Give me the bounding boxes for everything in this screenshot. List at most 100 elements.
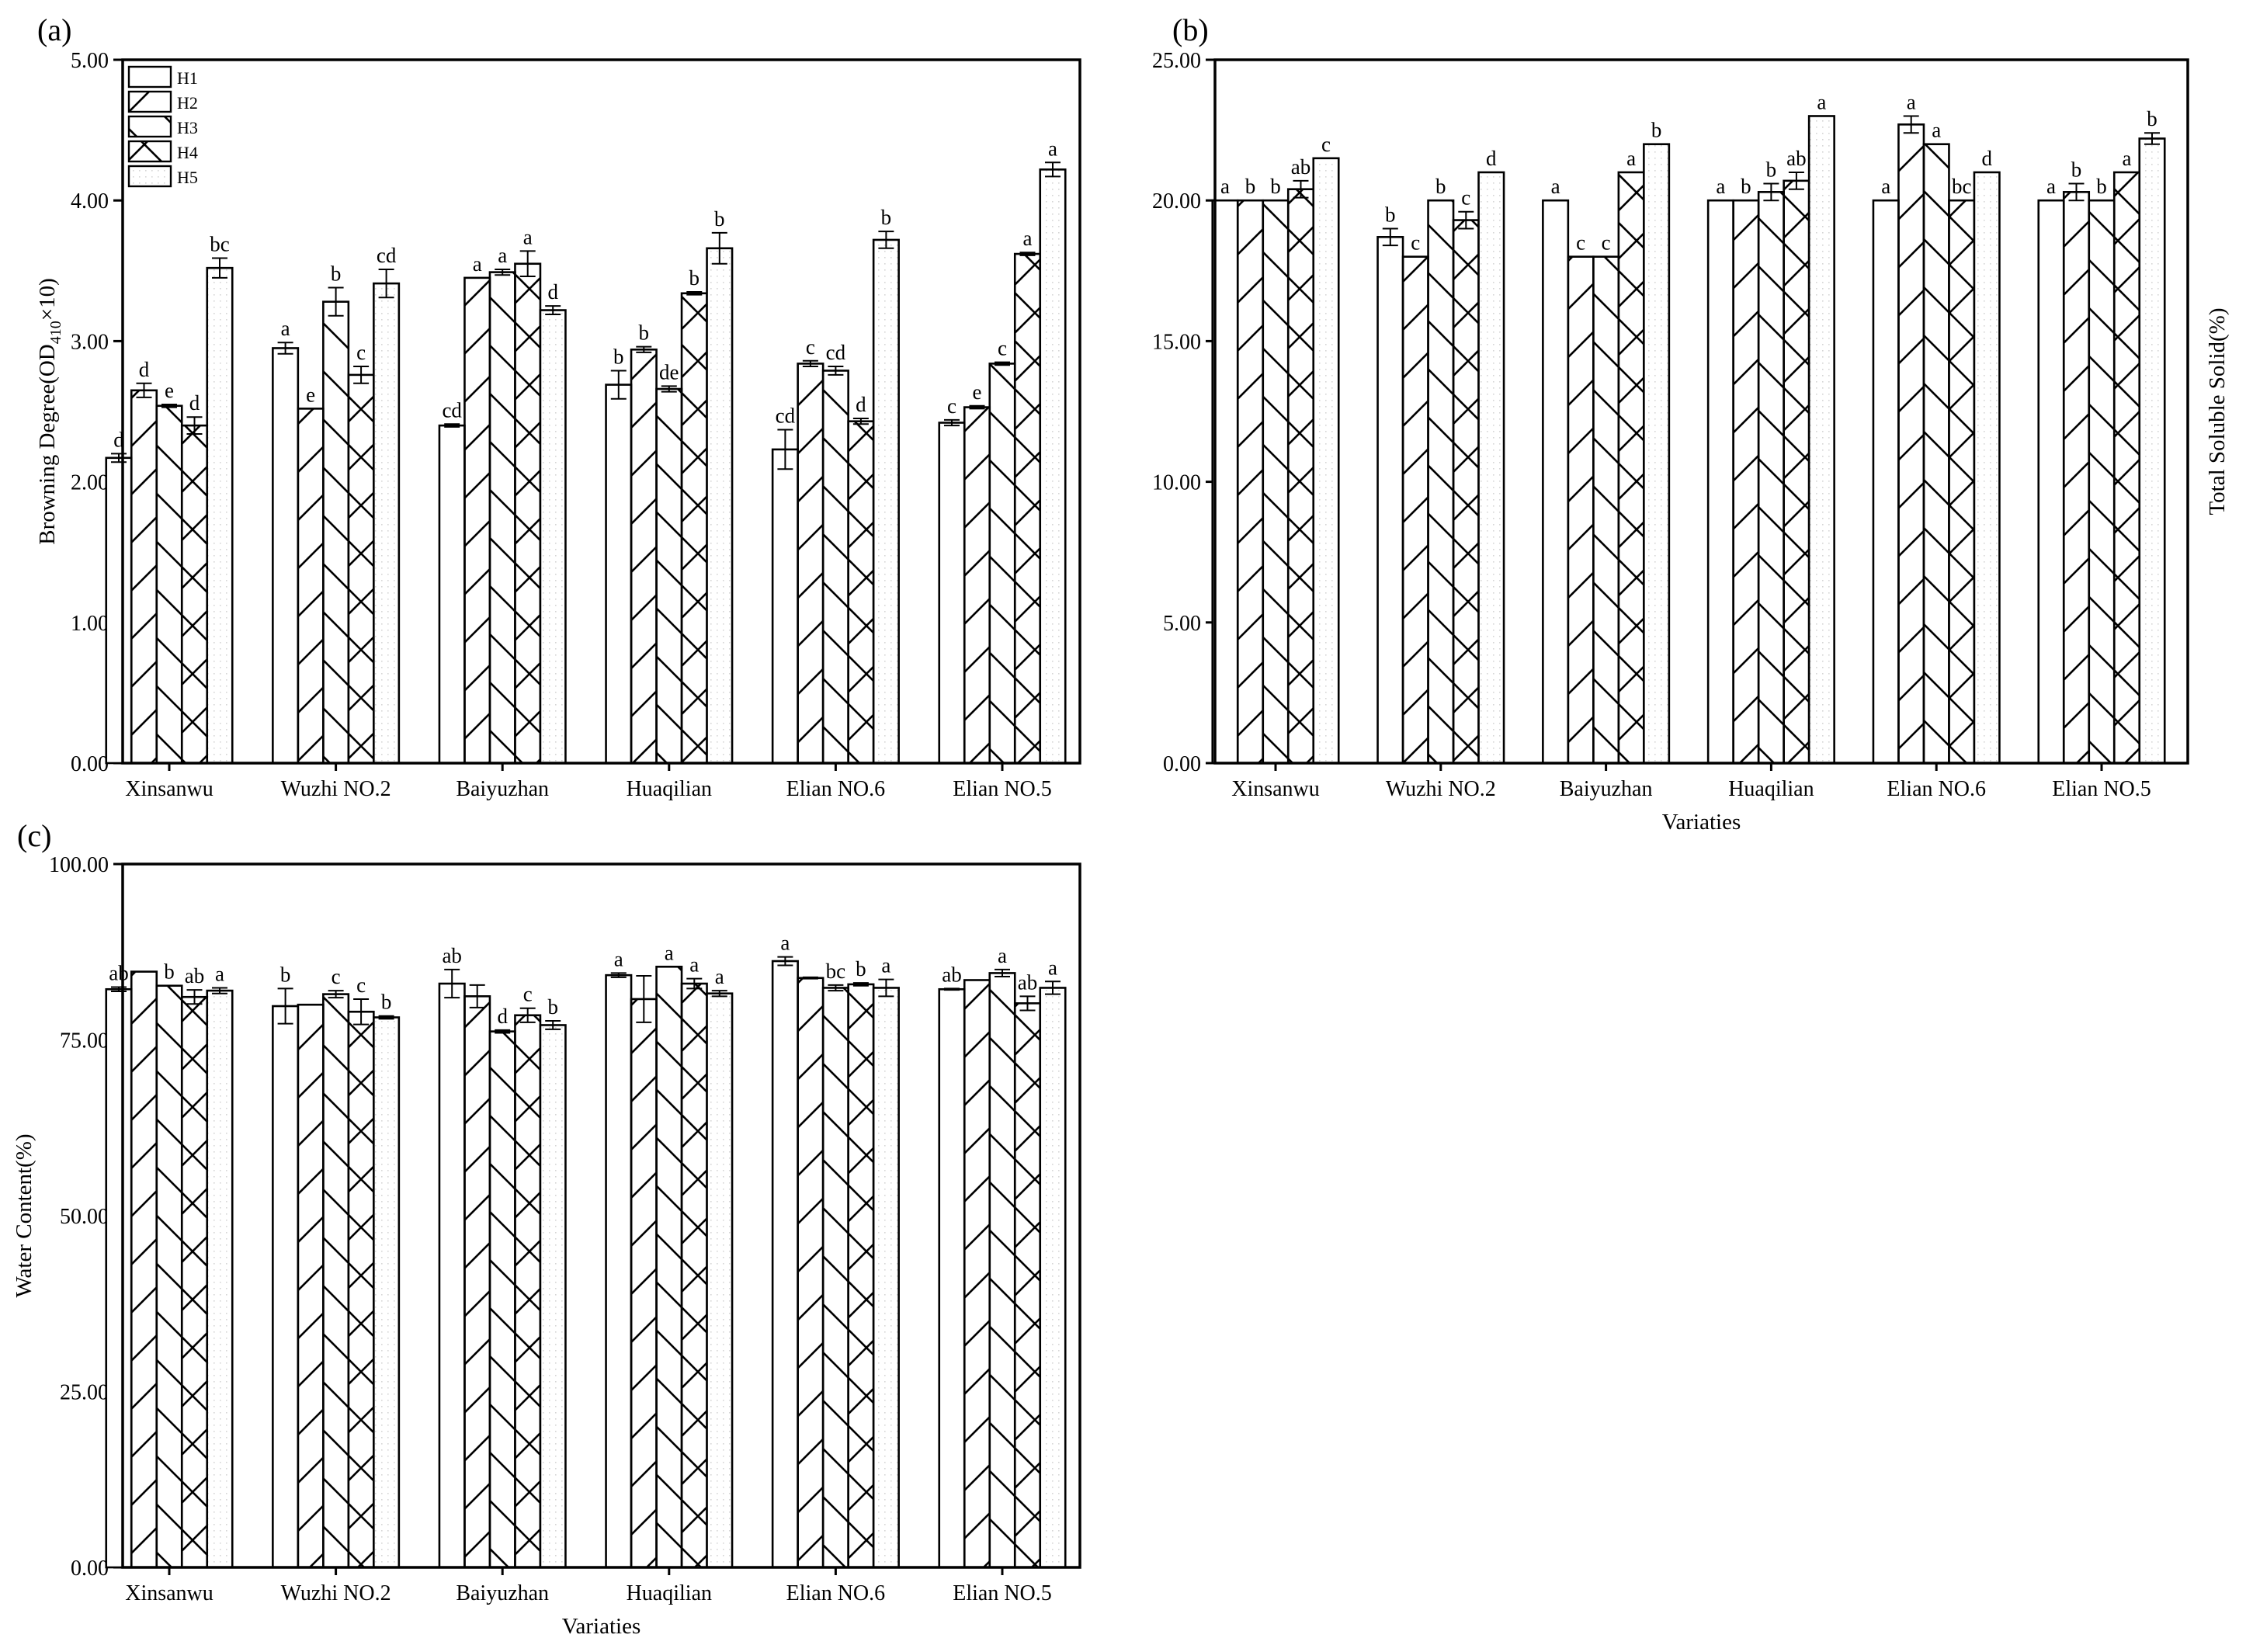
legend-label: H4 [177, 143, 198, 162]
bar-h3 [322, 993, 350, 1569]
significance-label: a [715, 965, 724, 988]
panel-label: (c) [17, 818, 51, 853]
x-tick-label: Xinsanwu [1231, 777, 1320, 801]
significance-label: bc [826, 960, 846, 983]
bar-h5 [1039, 168, 1067, 765]
plot-frame [1213, 58, 2189, 765]
significance-label: a [1220, 175, 1230, 198]
significance-label: d [189, 391, 200, 415]
significance-label: b [613, 345, 624, 368]
y-tick-label: 75.00 [60, 1029, 109, 1053]
bar-h4 [514, 262, 542, 765]
x-tick-label: Huaqilian [1728, 777, 1814, 801]
legend-swatch-h3 [127, 115, 172, 138]
chart-panel-a: (a)0.001.002.003.004.005.00ddedbcXinsanw… [35, 12, 1081, 801]
significance-label: c [523, 983, 533, 1006]
significance-label: c [356, 341, 366, 364]
y-tick-label: 1.00 [71, 612, 109, 636]
y-axis-label-main: Browning Degree(OD [35, 344, 60, 545]
bar-h1 [771, 960, 799, 1569]
y-axis-label: Browning Degree(OD410×10) [35, 278, 64, 545]
y-axis-label: Total Soluble Solid(%) [2205, 307, 2230, 515]
bar-h4 [847, 983, 875, 1569]
y-tick-label: 25.00 [1152, 49, 1201, 73]
bar-h1 [771, 448, 799, 765]
x-tick-label: Elian NO.5 [953, 1581, 1052, 1605]
x-axis-label: Variaties [562, 1614, 640, 1639]
bar-h2 [297, 408, 325, 765]
x-tick-label: Huaqilian [627, 777, 712, 801]
bar-h1 [605, 974, 633, 1569]
bar-h4 [1013, 1002, 1042, 1569]
bar-h3 [821, 370, 849, 765]
significance-label: b [1741, 175, 1751, 198]
legend-label: H1 [177, 68, 198, 88]
x-tick-label: Xinsanwu [125, 1581, 213, 1605]
bar-h4 [347, 373, 375, 765]
significance-label: a [215, 962, 224, 985]
significance-label: ab [109, 962, 128, 985]
bar-h1 [438, 982, 466, 1569]
bar-h4 [180, 424, 209, 765]
bar-h4 [347, 1010, 375, 1569]
significance-label: b [1245, 175, 1256, 198]
significance-label: b [1385, 203, 1396, 226]
significance-label: a [498, 244, 507, 267]
significance-label: c [998, 337, 1007, 360]
significance-label: a [881, 954, 890, 977]
legend-swatch-h1 [127, 65, 172, 88]
y-tick-label: 0.00 [1163, 752, 1201, 776]
significance-label: b [1435, 175, 1446, 198]
significance-label: c [1411, 231, 1420, 255]
bar-h4 [1452, 219, 1480, 765]
bar-h2 [630, 348, 658, 765]
significance-label: a [523, 225, 533, 248]
bar-h1 [272, 1005, 300, 1569]
bar-h1 [1872, 199, 1900, 765]
significance-label: b [1766, 158, 1777, 181]
panel-label: (b) [1172, 12, 1209, 47]
bar-h3 [155, 404, 183, 765]
y-tick-label: 5.00 [1163, 612, 1201, 636]
significance-label: ab [1291, 155, 1310, 179]
bar-h5 [2138, 137, 2166, 765]
bar-h2 [297, 1003, 325, 1569]
significance-label: de [659, 360, 679, 384]
bar-h5 [1477, 171, 1505, 765]
significance-label: d [139, 358, 150, 381]
significance-label: a [1907, 90, 1916, 113]
bar-h3 [322, 300, 350, 765]
bar-h4 [1783, 179, 1810, 765]
bar-h4 [1013, 252, 1042, 765]
bar-h2 [1236, 199, 1265, 765]
significance-label: b [1651, 119, 1662, 142]
bar-h2 [797, 977, 824, 1569]
bar-h2 [1732, 199, 1760, 765]
significance-label: a [1048, 137, 1057, 160]
y-tick-label: 0.00 [71, 1557, 109, 1581]
significance-label: cd [826, 341, 846, 364]
bar-h1 [938, 987, 966, 1569]
significance-label: a [473, 252, 482, 276]
significance-label: b [2147, 107, 2157, 130]
significance-label: c [1461, 186, 1470, 210]
y-tick-label: 100.00 [49, 853, 109, 877]
bar-h4 [514, 1014, 542, 1569]
significance-label: c [806, 335, 815, 359]
bar-h5 [539, 1024, 567, 1569]
x-tick-label: Wuzhi NO.2 [1386, 777, 1496, 801]
legend-label: H2 [177, 93, 198, 113]
y-tick-label: 0.00 [71, 752, 109, 776]
significance-label: d [547, 280, 558, 304]
y-axis-label: Water Content(%) [12, 1133, 36, 1297]
significance-label: a [998, 944, 1007, 967]
x-tick-label: Wuzhi NO.2 [281, 1581, 391, 1605]
significance-label: b [2071, 158, 2082, 181]
x-tick-label: Xinsanwu [125, 777, 213, 801]
significance-label: b [381, 991, 392, 1014]
bar-h3 [655, 387, 683, 765]
bar-h3 [1592, 255, 1620, 765]
significance-label: d [1486, 147, 1497, 170]
